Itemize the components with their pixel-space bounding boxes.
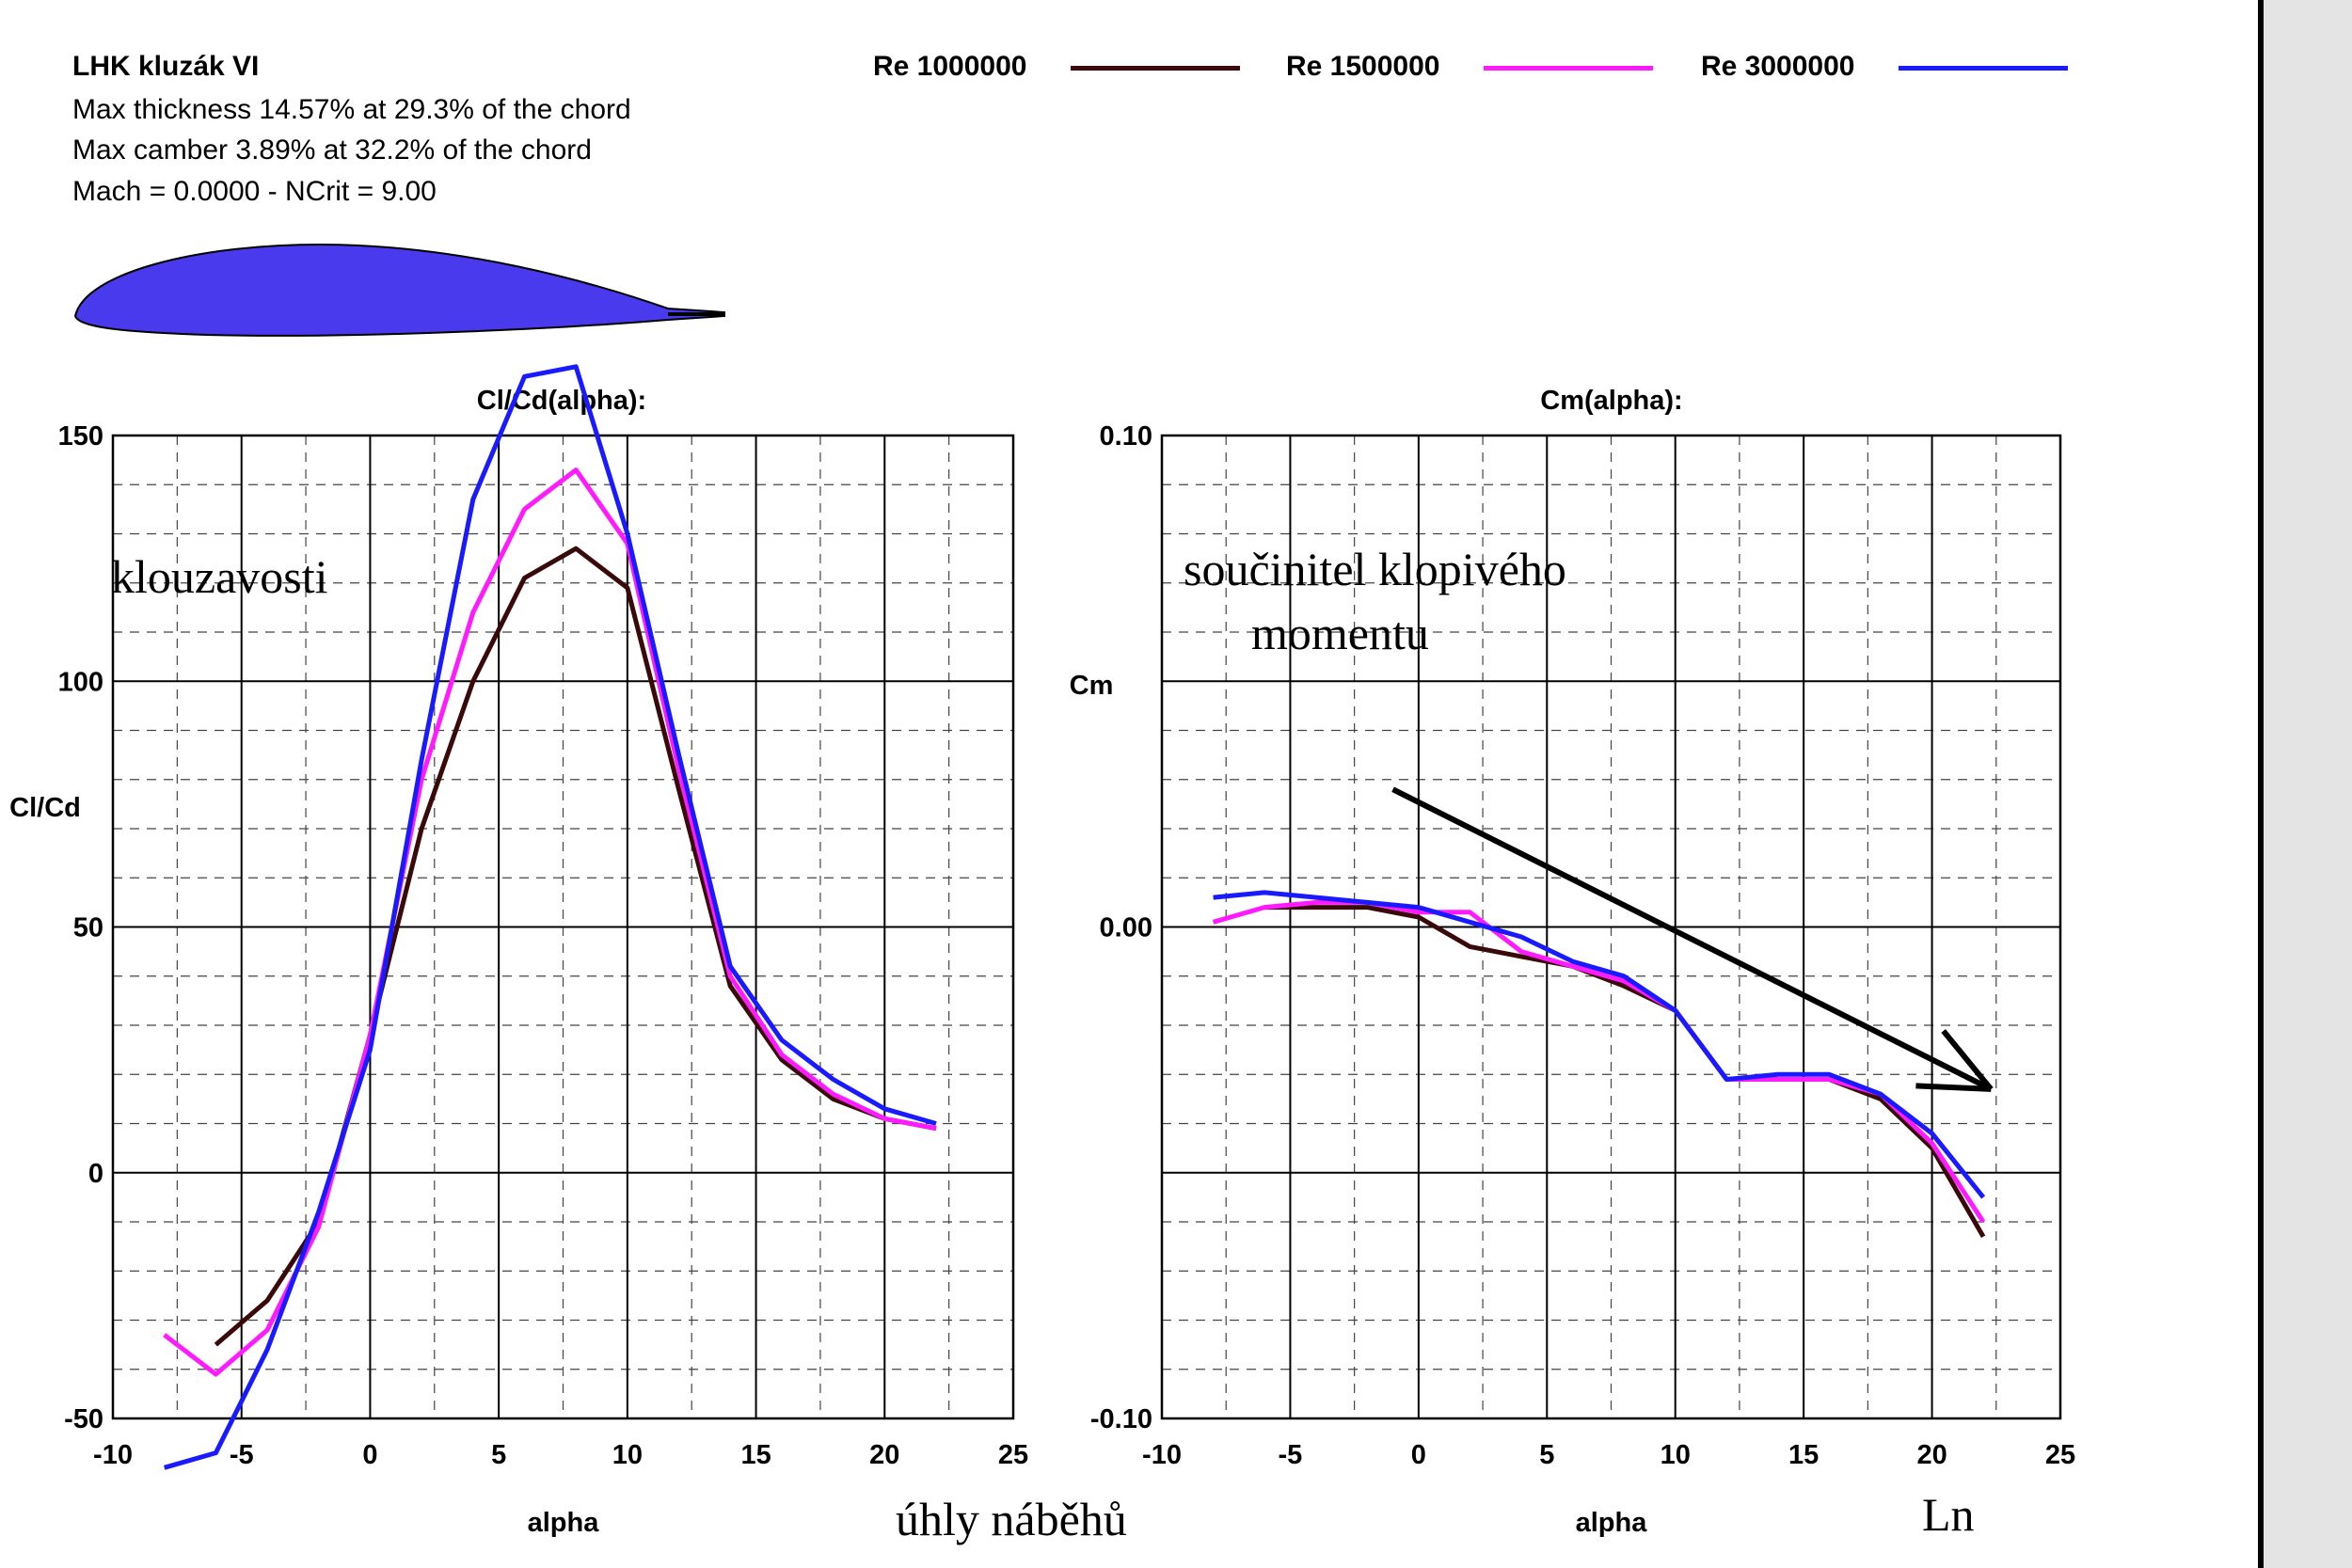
chart-title: Cm(alpha): — [1540, 386, 1682, 416]
annotation-arrowhead — [1915, 1083, 1992, 1092]
y-tick-label: -0.10 — [1090, 1404, 1152, 1434]
legend-swatch — [1071, 66, 1240, 71]
airfoil-profile-shape — [73, 243, 725, 337]
cm-alpha-chart: -10 -5 0 5 10 15 20 25 -0.10 0.00 0.10 Cm(alpha): al… — [1070, 386, 2076, 1538]
y-tick-label: 50 — [73, 913, 103, 943]
y-tick-label: 0 — [88, 1159, 103, 1189]
x-tick-label: 20 — [869, 1440, 899, 1470]
annotation-ln: Ln — [1922, 1488, 1975, 1541]
x-tick-label: 10 — [1661, 1440, 1691, 1470]
x-tick-label: -5 — [230, 1440, 254, 1470]
max-camber-info: Max camber 3.89% at 32.2% of the chord — [72, 135, 592, 166]
x-tick-label: 5 — [1539, 1440, 1554, 1470]
chart-title: Cl/Cd(alpha): — [477, 386, 646, 416]
max-thickness-info: Max thickness 14.57% at 29.3% of the cho… — [72, 94, 631, 125]
x-tick-label: 25 — [2045, 1440, 2075, 1470]
y-tick-label: 0.10 — [1100, 421, 1152, 451]
x-tick-label: -10 — [93, 1440, 133, 1470]
legend-label: Re 3000000 — [1701, 51, 1855, 82]
annotation-arrow — [1391, 786, 1993, 1092]
annotation-klouzavosti: klouzavosti — [111, 550, 328, 603]
x-tick-label: -10 — [1142, 1440, 1182, 1470]
mach-ncrit-info: Mach = 0.0000 - NCrit = 9.00 — [72, 176, 437, 207]
airfoil-profile — [73, 243, 725, 337]
legend-swatch — [1484, 66, 1653, 71]
series-line-re-3000000 — [1213, 890, 1986, 1199]
y-axis-label: Cl/Cd — [9, 793, 81, 823]
x-tick-label: 5 — [491, 1440, 506, 1470]
airfoil-name: LHK kluzák VI — [72, 51, 260, 82]
x-tick-label: 0 — [1411, 1440, 1426, 1470]
legend-label: Re 1500000 — [1286, 51, 1440, 82]
x-tick-label: 0 — [362, 1440, 377, 1470]
x-tick-label: 15 — [1788, 1440, 1819, 1470]
series-line-re-1000000 — [1264, 905, 1986, 1238]
y-axis-label: Cm — [1070, 671, 1114, 701]
x-tick-label: -5 — [1279, 1440, 1303, 1470]
y-tick-label: 0.00 — [1100, 913, 1152, 943]
legend-label: Re 1000000 — [873, 51, 1027, 82]
annotation-uhly-nabehu: úhly náběhů — [896, 1493, 1127, 1545]
y-tick-label: 100 — [58, 667, 103, 697]
plot-frame — [1160, 434, 2062, 1420]
plot-frame — [111, 434, 1015, 1420]
x-tick-label: 10 — [612, 1440, 643, 1470]
y-tick-label: 150 — [58, 421, 103, 451]
series-line-re-3000000 — [164, 364, 937, 1470]
x-tick-label: 25 — [998, 1440, 1028, 1470]
x-axis-label: alpha — [528, 1508, 600, 1538]
right-edge-strip — [2258, 0, 2352, 1568]
clcd-alpha-chart: -10 -5 0 5 10 15 20 25-50050100150Cl/Cd(alpha):… — [9, 364, 1028, 1538]
x-tick-label: 15 — [740, 1440, 771, 1470]
annotation-arrowhead — [1941, 1029, 1994, 1091]
legend-swatch — [1899, 66, 2068, 71]
x-tick-label: 20 — [1916, 1440, 1947, 1470]
series-line-re-1000000 — [214, 546, 937, 1347]
x-axis-label: alpha — [1576, 1508, 1648, 1538]
y-tick-label: -50 — [64, 1404, 103, 1434]
annotation-soucinitel: součinitel klopivého — [1184, 543, 1566, 595]
annotation-momentu: momentu — [1251, 607, 1429, 659]
